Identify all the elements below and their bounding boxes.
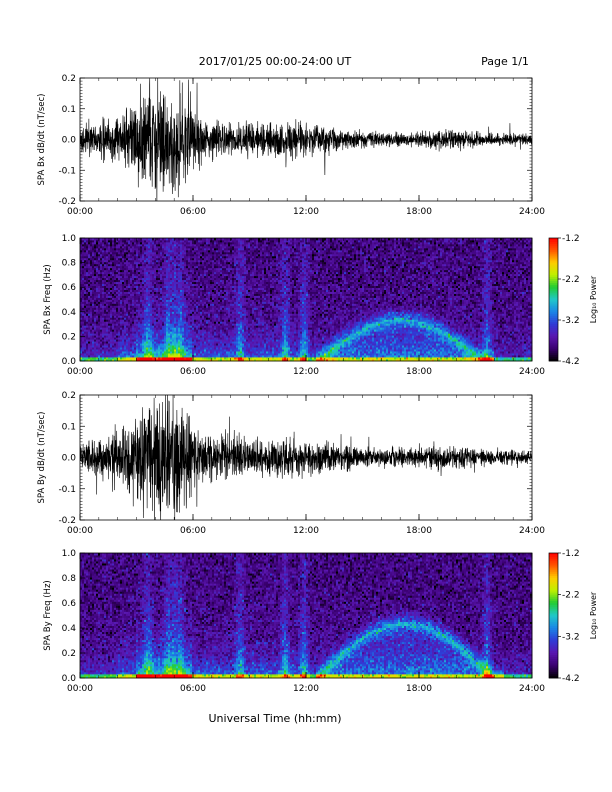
y-tick-label: 0.0 [62, 674, 77, 684]
magnetometer-figure: 2017/01/25 00:00-24:00 UT Page 1/1 Unive… [0, 0, 612, 792]
y-tick-label: 0.4 [62, 624, 77, 634]
y-tick-label: 0.4 [62, 308, 77, 318]
x-axis-title: Universal Time (hh:mm) [209, 712, 342, 725]
x-tick-label: 12:00 [293, 367, 319, 377]
by-freq-colorbar: -1.2 -2.2 -3.2 -4.2 Log₁₀ Power [549, 549, 598, 684]
y-tick-label: 0.0 [62, 136, 77, 146]
x-tick-label: 24:00 [519, 367, 545, 377]
y-tick-label: -0.2 [58, 516, 76, 526]
y-tick-label: -0.1 [58, 166, 76, 176]
x-tick-label: 24:00 [519, 684, 545, 694]
x-tick-label: 12:00 [293, 526, 319, 536]
colorbar-tick-label: -4.2 [562, 674, 580, 684]
x-tick-label: 06:00 [180, 207, 206, 217]
y-tick-label: 0.2 [62, 74, 76, 84]
x-tick-label: 24:00 [519, 526, 545, 536]
y-tick-label: 0.0 [62, 454, 77, 464]
colorbar-tick-label: -2.2 [562, 275, 580, 285]
x-tick-label: 06:00 [180, 367, 206, 377]
bx-dbdt-y-axis-label: SPA Bx dB/dt (nT/sec) [37, 94, 47, 186]
y-tick-label: -0.1 [58, 485, 76, 495]
x-tick-label: 18:00 [406, 526, 432, 536]
y-tick-label: 0.1 [62, 422, 76, 432]
bx-freq-heatmap-cells [80, 238, 532, 361]
x-tick-label: 24:00 [519, 207, 545, 217]
y-tick-label: 0.6 [62, 599, 77, 609]
y-tick-label: -0.2 [58, 197, 76, 207]
bx-freq-y-axis-label: SPA Bx Freq (Hz) [43, 264, 53, 334]
x-tick-label: 00:00 [67, 526, 93, 536]
x-tick-label: 00:00 [67, 207, 93, 217]
page-number: Page 1/1 [481, 55, 529, 68]
bx-freq-colorbar: -1.2 -2.2 -3.2 -4.2 Log₁₀ Power [549, 234, 598, 367]
y-tick-label: 0.1 [62, 105, 76, 115]
panels: 0.2 0.1 0.0 -0.1 -0.2 SPA Bx dB/dt (nT/sec) 00… [37, 74, 598, 694]
by-freq-y-axis-label: SPA By Freq (Hz) [43, 580, 53, 650]
by-dbdt-y-axis-label: SPA By dB/dt (nT/sec) [37, 412, 47, 504]
y-tick-label: 1.0 [62, 549, 77, 559]
colorbar-tick-label: -1.2 [562, 234, 580, 244]
y-tick-label: 0.2 [62, 332, 76, 342]
colorbar-tick-label: -2.2 [562, 591, 580, 601]
x-tick-label: 18:00 [406, 207, 432, 217]
x-tick-label: 18:00 [406, 367, 432, 377]
panel-bx-dbdt: 0.2 0.1 0.0 -0.1 -0.2 SPA Bx dB/dt (nT/sec) 00… [37, 74, 545, 217]
y-tick-label: 0.6 [62, 283, 77, 293]
y-tick-label: 0.2 [62, 649, 76, 659]
colorbar-tick-label: -1.2 [562, 549, 580, 559]
panel-by-dbdt: 0.2 0.1 0.0 -0.1 -0.2 SPA By dB/dt (nT/sec) 00… [37, 384, 545, 536]
x-tick-label: 12:00 [293, 207, 319, 217]
y-tick-label: 0.2 [62, 391, 76, 401]
y-tick-label: 0.8 [62, 259, 77, 269]
colorbar-tick-label: -3.2 [562, 316, 580, 326]
by-freq-heatmap-cells [80, 553, 532, 678]
y-tick-label: 1.0 [62, 234, 77, 244]
colorbar-tick-label: -3.2 [562, 632, 580, 642]
x-tick-label: 18:00 [406, 684, 432, 694]
x-tick-label: 12:00 [293, 684, 319, 694]
y-tick-label: 0.8 [62, 574, 77, 584]
x-tick-label: 00:00 [67, 684, 93, 694]
panel-bx-freq: 1.0 0.8 0.6 0.4 0.2 0.0 -1.2 -2.2 -3.2 -4.2 Log₁₀ … [43, 234, 598, 377]
y-tick-label: 0.0 [62, 357, 77, 367]
by-dbdt-series-line [80, 384, 532, 526]
colorbar-label: Log₁₀ Power [589, 275, 598, 323]
x-tick-label: 00:00 [67, 367, 93, 377]
x-tick-label: 06:00 [180, 684, 206, 694]
panel-by-freq: 1.0 0.8 0.6 0.4 0.2 0.0 -1.2 -2.2 -3.2 -4.2 Log₁₀ … [43, 549, 598, 694]
colorbar-label: Log₁₀ Power [589, 591, 598, 639]
colorbar-tick-label: -4.2 [562, 357, 580, 367]
x-tick-label: 06:00 [180, 526, 206, 536]
page-title: 2017/01/25 00:00-24:00 UT [199, 55, 352, 68]
